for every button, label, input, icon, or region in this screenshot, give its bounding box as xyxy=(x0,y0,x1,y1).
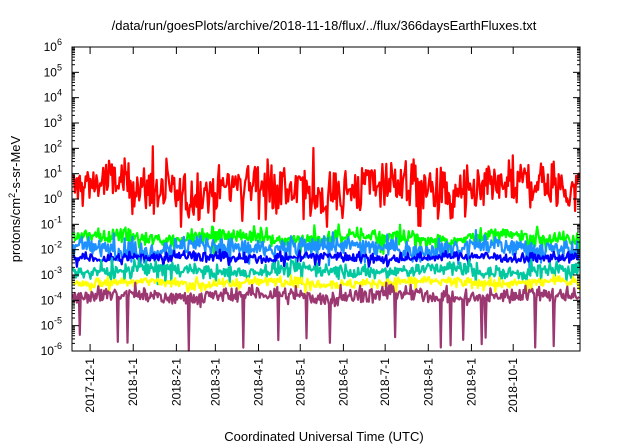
y-tick-label: 105 xyxy=(44,62,62,79)
x-tick-label: 2018-4-1 xyxy=(251,358,265,406)
y-axis-label-rest: -s-sr-MeV xyxy=(8,135,23,192)
y-axis-label-base: protons/cm xyxy=(8,198,23,262)
x-tick-label: 2018-8-1 xyxy=(421,358,435,406)
y-tick-label: 10-5 xyxy=(41,316,62,333)
series-line xyxy=(72,145,581,228)
y-axis-label: protons/cm2-s-sr-MeV xyxy=(7,135,23,262)
chart-title: /data/run/goesPlots/archive/2018-11-18/f… xyxy=(112,18,537,33)
y-tick-label: 10-4 xyxy=(41,290,62,307)
x-tick-label: 2018-9-1 xyxy=(464,358,478,406)
y-tick-label: 10-1 xyxy=(41,214,62,231)
y-tick-label: 103 xyxy=(44,113,62,130)
y-tick-label: 104 xyxy=(44,88,62,105)
x-axis-label: Coordinated Universal Time (UTC) xyxy=(224,429,423,444)
x-tick-label: 2018-10-1 xyxy=(506,358,520,413)
y-tick-label: 10-6 xyxy=(41,341,62,358)
y-axis: 10-6 10-5 10-4 10-3 10-2 10-1 100 101 102 103 104 1… xyxy=(41,37,580,358)
y-tick-label: 10-3 xyxy=(41,265,62,282)
y-tick-label: 101 xyxy=(44,164,62,181)
x-tick-label: 2018-6-1 xyxy=(336,358,350,406)
x-tick-label: 2018-7-1 xyxy=(378,358,392,406)
series-line xyxy=(72,248,580,268)
x-tick-label: 2018-5-1 xyxy=(293,358,307,406)
x-axis: 2017-12-1 2018-1-1 2018-2-1 2018-3-1 2018-4-… xyxy=(83,47,520,413)
y-axis-label-sup: 2 xyxy=(7,193,17,198)
x-tick-label: 2018-3-1 xyxy=(208,358,222,406)
series-line xyxy=(72,273,581,294)
y-tick-label: 106 xyxy=(44,37,62,54)
y-tick-label: 102 xyxy=(44,138,62,155)
y-tick-label: 10-2 xyxy=(41,240,62,257)
series-line xyxy=(71,281,580,352)
x-tick-label: 2018-2-1 xyxy=(169,358,183,406)
y-tick-label: 100 xyxy=(44,189,62,206)
series-line xyxy=(71,229,581,269)
x-tick-label: 2017-12-1 xyxy=(83,358,97,413)
x-tick-label: 2018-1-1 xyxy=(126,358,140,406)
plot-frame xyxy=(71,46,581,352)
series-layer xyxy=(71,145,581,352)
